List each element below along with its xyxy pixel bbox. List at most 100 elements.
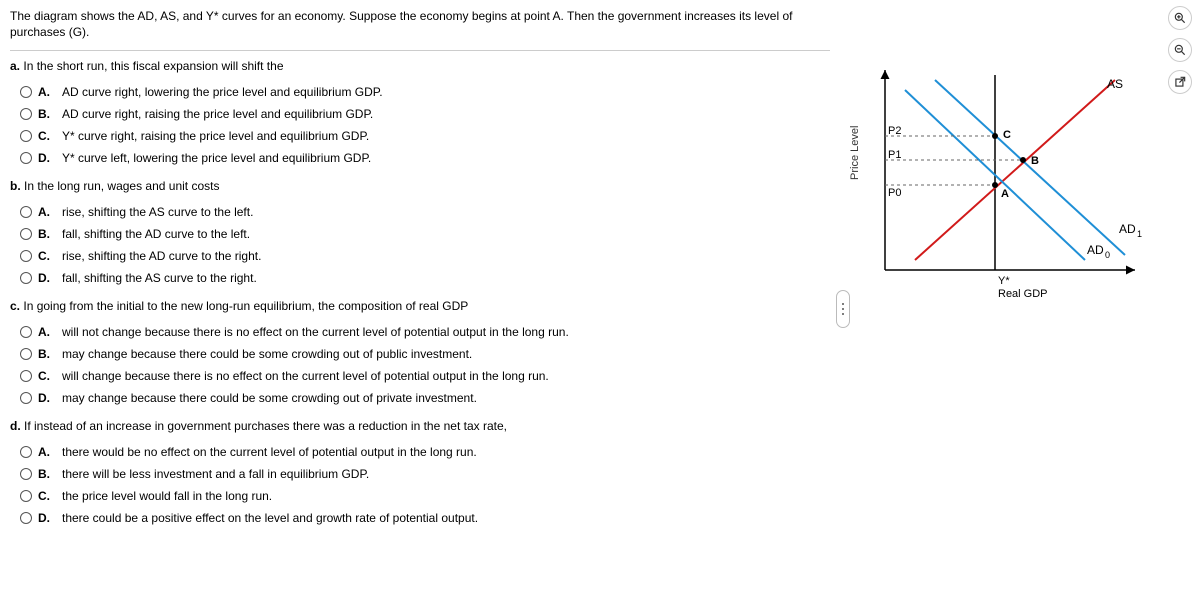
question-c-options: A. will not change because there is no ef… [20,321,830,409]
y-axis-label: Price Level [849,126,861,180]
opt-text: there could be a positive effect on the … [62,509,478,527]
intro-text: The diagram shows the AD, AS, and Y* cur… [10,8,830,40]
opt-text: there would be no effect on the current … [62,443,477,461]
svg-text:P1: P1 [888,149,901,161]
opt-text: Y* curve right, raising the price level … [62,127,369,145]
svg-text:AS: AS [1107,77,1123,91]
option-row[interactable]: C.will change because there is no effect… [20,365,830,387]
opt-text: there will be less investment and a fall… [62,465,369,483]
opt-letter: D. [38,509,56,527]
opt-text: fall, shifting the AD curve to the left. [62,225,250,243]
radio-icon[interactable] [20,490,32,502]
option-row[interactable]: D. may change because there could be some… [20,387,830,409]
opt-text: may change because there could be some c… [62,345,472,363]
zoom-in-icon [1173,11,1187,25]
option-row[interactable]: C. rise, shifting the AD curve to the rig… [20,245,830,267]
q-text: In going from the initial to the new lon… [23,299,468,313]
opt-text: fall, shifting the AS curve to the right… [62,269,257,287]
zoom-in-button[interactable] [1168,6,1192,30]
radio-icon[interactable] [20,392,32,404]
option-row[interactable]: A. will not change because there is no ef… [20,321,830,343]
opt-text: AD curve right, lowering the price level… [62,83,383,101]
option-row[interactable]: B. there will be less investment and a fa… [20,463,830,485]
question-b-options: A. rise, shifting the AS curve to the lef… [20,201,830,289]
opt-text: AD curve right, raising the price level … [62,105,373,123]
option-row[interactable]: D. fall, shifting the AS curve to the rig… [20,267,830,289]
radio-icon[interactable] [20,370,32,382]
question-b-stem: b. In the long run, wages and unit costs [10,179,830,193]
option-row[interactable]: C.Y* curve right, raising the price leve… [20,125,830,147]
radio-icon[interactable] [20,130,32,142]
opt-letter: A. [38,203,56,221]
opt-letter: C. [38,247,56,265]
question-d-options: A. there would be no effect on the curren… [20,441,830,529]
radio-icon[interactable] [20,348,32,360]
option-row[interactable]: B. may change because there could be some… [20,343,830,365]
opt-letter: B. [38,105,56,123]
option-row[interactable]: A.AD curve right, lowering the price lev… [20,81,830,103]
option-row[interactable]: D. Y* curve left, lowering the price leve… [20,147,830,169]
opt-text: may change because there could be some c… [62,389,477,407]
chart-svg: ABCP2P1P0ASAD1AD0Y*Real GDP [855,60,1145,320]
opt-letter: B. [38,465,56,483]
question-panel: The diagram shows the AD, AS, and Y* cur… [10,8,830,539]
dot-icon [842,303,844,305]
radio-icon[interactable] [20,152,32,164]
popout-button[interactable] [1168,70,1192,94]
opt-letter: A. [38,443,56,461]
opt-letter: A. [38,323,56,341]
question-a-options: A.AD curve right, lowering the price lev… [20,81,830,169]
svg-text:1: 1 [1137,229,1142,239]
zoom-out-button[interactable] [1168,38,1192,62]
zoom-out-icon [1173,43,1187,57]
option-row[interactable]: A. rise, shifting the AS curve to the lef… [20,201,830,223]
svg-text:C: C [1003,129,1011,141]
svg-text:A: A [1001,188,1009,200]
option-row[interactable]: B.fall, shifting the AD curve to the lef… [20,223,830,245]
svg-text:P0: P0 [888,187,901,199]
radio-icon[interactable] [20,206,32,218]
opt-text: Y* curve left, lowering the price level … [62,149,371,167]
opt-letter: C. [38,487,56,505]
radio-icon[interactable] [20,86,32,98]
svg-text:AD: AD [1087,243,1104,257]
svg-text:AD: AD [1119,222,1136,236]
divider [10,50,830,51]
opt-letter: D. [38,389,56,407]
q-prefix: c. [10,299,20,313]
svg-text:P2: P2 [888,125,901,137]
q-prefix: b. [10,179,21,193]
q-text: In the short run, this fiscal expansion … [23,59,283,73]
radio-icon[interactable] [20,228,32,240]
dot-icon [842,313,844,315]
opt-letter: D. [38,149,56,167]
svg-text:Y*: Y* [998,275,1010,287]
opt-text: will not change because there is no effe… [62,323,569,341]
svg-text:Real GDP: Real GDP [998,288,1048,300]
radio-icon[interactable] [20,512,32,524]
option-row[interactable]: B. AD curve right, raising the price leve… [20,103,830,125]
radio-icon[interactable] [20,250,32,262]
opt-text: rise, shifting the AD curve to the right… [62,247,261,265]
question-c-stem: c. In going from the initial to the new … [10,299,830,313]
svg-text:0: 0 [1105,250,1110,260]
radio-icon[interactable] [20,468,32,480]
pane-resize-handle[interactable] [836,290,850,328]
q-prefix: a. [10,59,20,73]
q-text: In the long run, wages and unit costs [24,179,219,193]
radio-icon[interactable] [20,272,32,284]
option-row[interactable]: C. the price level would fall in the long… [20,485,830,507]
opt-letter: D. [38,269,56,287]
opt-letter: C. [38,367,56,385]
opt-text: the price level would fall in the long r… [62,487,272,505]
radio-icon[interactable] [20,326,32,338]
option-row[interactable]: D. there could be a positive effect on th… [20,507,830,529]
opt-letter: B. [38,345,56,363]
radio-icon[interactable] [20,446,32,458]
opt-text: rise, shifting the AS curve to the left. [62,203,253,221]
svg-text:B: B [1031,155,1039,167]
option-row[interactable]: A. there would be no effect on the curren… [20,441,830,463]
dot-icon [842,308,844,310]
ad-as-chart: Price Level ABCP2P1P0ASAD1AD0Y*Real GDP [855,60,1155,310]
radio-icon[interactable] [20,108,32,120]
